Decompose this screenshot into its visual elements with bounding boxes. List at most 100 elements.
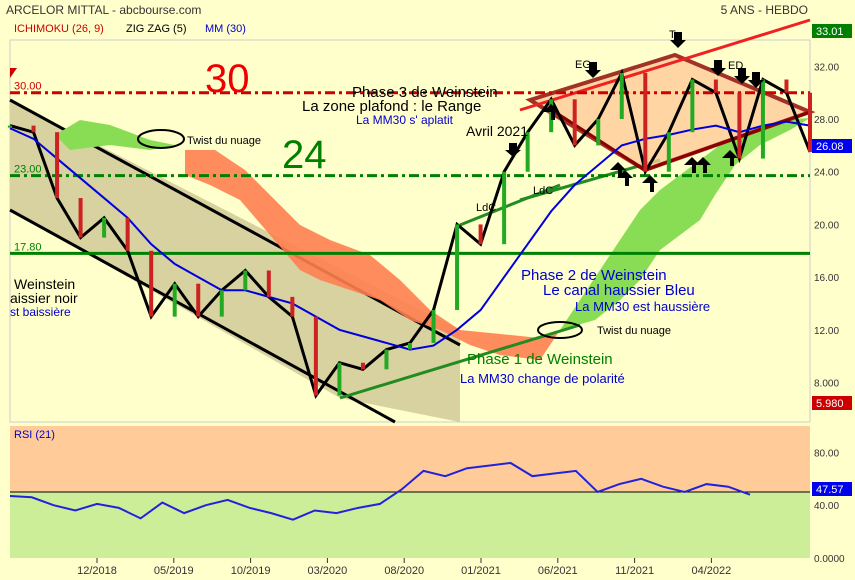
rsi-value-label: 47.57	[816, 484, 844, 496]
annotation-weinstein-3: st baissière	[10, 305, 71, 319]
bull-channel-top	[519, 18, 811, 112]
ichimoku-cloud-bullish	[55, 120, 175, 150]
price-candle	[525, 132, 530, 172]
price-y-tick: 32.00	[814, 62, 839, 73]
price-candle	[455, 224, 460, 311]
arrow-up-icon	[642, 175, 658, 192]
annotation-weinstein-1: Weinstein	[14, 276, 75, 292]
x-tick-label: 05/2019	[154, 565, 194, 577]
annotation-range: La zone plafond : le Range	[302, 98, 481, 115]
arrow-down-icon	[734, 68, 750, 84]
price-candle	[596, 119, 601, 146]
price-candle	[713, 79, 718, 93]
price-candle	[431, 310, 436, 343]
price-candle	[478, 224, 483, 245]
legend-ichimoku: ICHIMOKU (26, 9)	[14, 23, 104, 35]
annotation-weinstein-2: aissier noir	[10, 290, 78, 306]
ma30-value-box	[812, 139, 852, 153]
low-value-box	[812, 396, 852, 410]
ichimoku-cloud-bullish-2	[560, 118, 810, 330]
price-candle	[219, 290, 224, 317]
chart-title: ARCELOR MITTAL - abcbourse.com	[6, 3, 201, 17]
rsi-oversold-zone	[10, 492, 810, 558]
price-candles	[8, 72, 812, 396]
x-tick-label: 01/2021	[461, 565, 501, 577]
price-candle	[102, 217, 107, 238]
level-label: 30.00	[14, 81, 42, 93]
arrow-up-icon	[617, 170, 633, 186]
annotation-ma30-flat: La MM30 s' aplatit	[356, 113, 454, 127]
chart-period: 5 ANS - HEBDO	[721, 3, 808, 17]
price-y-tick: 8.000	[814, 378, 839, 389]
price-candle	[31, 125, 36, 133]
rsi-y-tick: 0.0000	[814, 554, 845, 565]
twist-marker-1	[137, 129, 185, 149]
annotation-canal: Le canal haussier Bleu	[543, 282, 695, 299]
price-candle	[619, 72, 624, 120]
price-candle	[266, 270, 271, 297]
price-candle	[784, 79, 789, 93]
price-candle	[572, 99, 577, 146]
annotation-twist-2: Twist du nuage	[597, 325, 671, 337]
price-candle	[666, 132, 671, 172]
rsi-value-box	[812, 482, 852, 496]
arrow-up-icon	[684, 157, 700, 173]
arrow-partial-icon	[10, 68, 17, 78]
legend-zigzag: ZIG ZAG (5)	[126, 23, 187, 35]
price-y-ticks: 32.00 28.00 24.00 20.00 16.00 12.00 8.000	[814, 62, 839, 389]
price-candle	[360, 362, 365, 370]
horizontal-levels: 30.00 23.00 17.80	[10, 81, 810, 255]
price-candle	[172, 283, 177, 317]
annotation-t: T	[669, 29, 676, 41]
arrow-down-icon	[710, 60, 726, 76]
price-candle	[196, 283, 201, 317]
annotation-phase2: Phase 2 de Weinstein	[521, 267, 667, 284]
price-candle	[8, 125, 12, 128]
price-candle	[408, 342, 412, 350]
level-label: 23.00	[14, 164, 42, 176]
rsi-y-tick: 80.00	[814, 448, 839, 459]
arrow-down-icon	[670, 32, 686, 48]
price-y-tick: 28.00	[814, 115, 839, 126]
annotation-30: 30	[205, 57, 250, 101]
price-candle	[125, 217, 130, 251]
arrow-down-icon	[505, 143, 521, 157]
x-tick-label: 08/2020	[384, 565, 424, 577]
annotation-ma30-up: La MM30 est haussière	[575, 299, 710, 314]
price-candle	[808, 92, 812, 152]
ma30-value-label: 26.08	[816, 141, 844, 153]
price-y-tick: 16.00	[814, 273, 839, 284]
price-y-tick: 20.00	[814, 220, 839, 231]
price-candle	[78, 198, 83, 238]
x-tick-label: 10/2019	[231, 565, 271, 577]
twist-marker-2	[537, 321, 583, 339]
annotation-phase1: Phase 1 de Weinstein	[467, 351, 613, 368]
price-candle	[149, 250, 154, 317]
annotation-eg: EG	[575, 59, 591, 71]
annotation-24: 24	[282, 133, 327, 177]
arrow-down-icon	[585, 62, 601, 78]
annotation-polarity: La MM30 change de polarité	[460, 371, 625, 386]
annotation-phase3: Phase 3 de Weinstein	[352, 84, 498, 101]
bearish-channel-area	[10, 100, 460, 422]
price-candle	[55, 132, 60, 199]
last-value-box	[812, 24, 852, 38]
rsi-line	[9, 461, 751, 521]
x-tick-label: 06/2021	[538, 565, 578, 577]
arrow-up-icon	[543, 104, 559, 120]
rsi-y-tick: 40.00	[814, 501, 839, 512]
x-tick-label: 12/2018	[77, 565, 117, 577]
price-candle	[243, 270, 248, 291]
legend-mm: MM (30)	[205, 23, 246, 35]
price-candle	[690, 79, 695, 133]
annotation-ldc-2: LdC	[533, 185, 553, 197]
ichimoku-cloud-bearish	[185, 150, 560, 360]
low-value-label: 5.980	[816, 398, 844, 410]
support-trendline	[339, 323, 581, 400]
annotation-ldc-1: LdC	[476, 202, 496, 214]
signal-arrows	[505, 32, 764, 192]
x-tick-label: 04/2022	[692, 565, 732, 577]
price-candle	[643, 72, 648, 172]
arrow-up-icon	[695, 157, 711, 173]
